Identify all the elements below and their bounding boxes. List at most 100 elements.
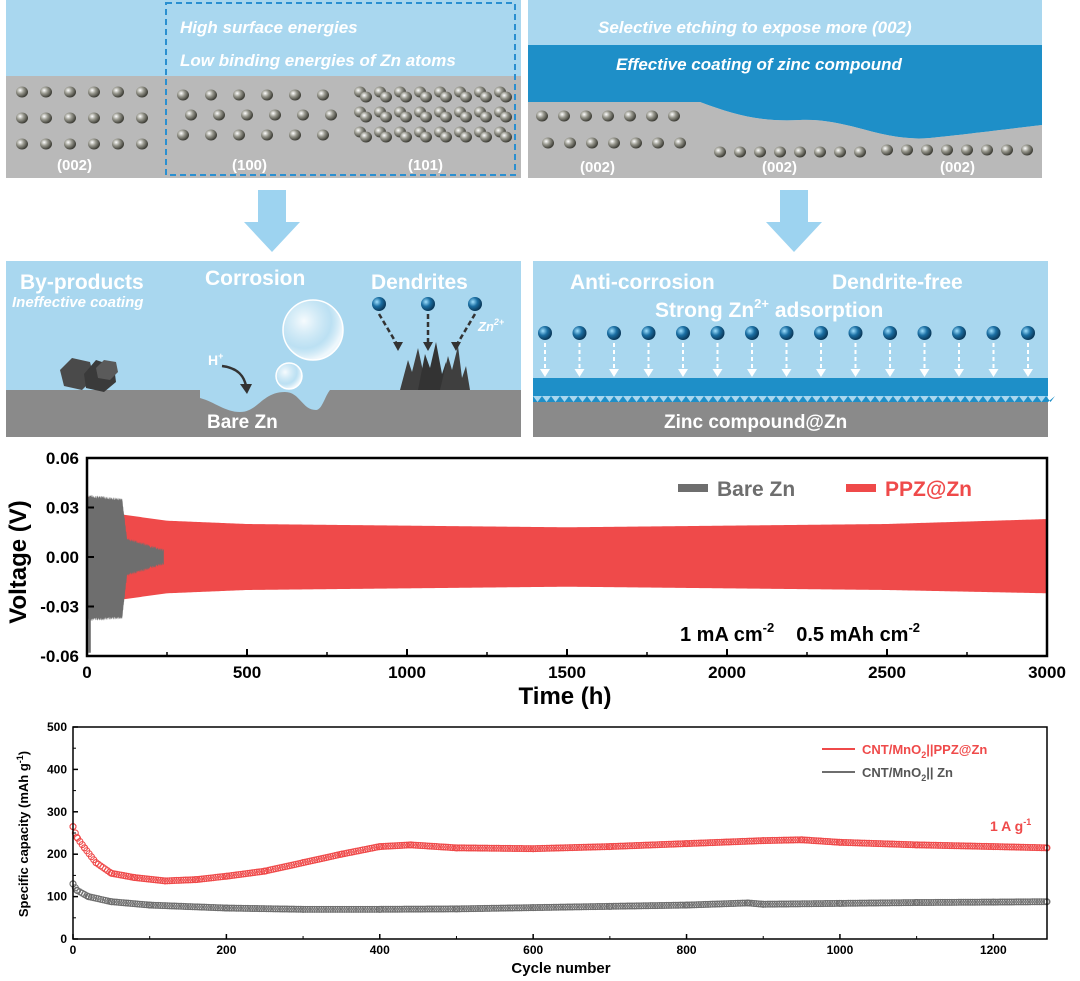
data-point-key	[376, 905, 384, 913]
data-point	[548, 903, 556, 911]
zn-atom	[185, 109, 197, 121]
data-point	[630, 842, 638, 850]
data-point	[359, 905, 367, 913]
data-point	[115, 898, 123, 906]
data-point	[881, 899, 889, 907]
data-point	[543, 844, 551, 852]
zn-atom	[241, 109, 253, 121]
data-point	[962, 842, 970, 850]
data-point	[568, 844, 576, 852]
data-point	[423, 842, 431, 850]
zn-atom	[1001, 144, 1013, 156]
zn-atom	[774, 146, 786, 158]
data-point	[458, 905, 466, 913]
data-point	[734, 899, 742, 907]
data-point	[435, 905, 443, 913]
data-point	[490, 844, 498, 852]
data-point	[189, 903, 197, 911]
data-point	[646, 841, 654, 849]
zn-atoms-lattice-left	[16, 86, 512, 150]
series-ppz-zn	[87, 495, 1047, 619]
data-point	[168, 902, 176, 910]
data-point	[697, 839, 705, 847]
data-point	[745, 837, 753, 845]
data-point	[541, 903, 549, 911]
data-point	[419, 905, 427, 913]
data-point	[941, 841, 949, 849]
data-point	[780, 836, 788, 844]
data-point	[596, 903, 604, 911]
facet-label-002-b: (002)	[762, 159, 797, 176]
data-point	[182, 876, 190, 884]
chart2-ylabel: Specific capacity (mAh g-1)	[15, 751, 31, 917]
zn-atom	[112, 86, 124, 98]
data-point	[697, 901, 705, 909]
data-point	[209, 904, 217, 912]
data-point	[541, 844, 549, 852]
legend-label-zn: CNT/MnO2|| Zn	[862, 765, 953, 783]
data-point	[504, 904, 512, 912]
data-point	[1033, 844, 1041, 852]
data-point	[129, 900, 137, 908]
data-point	[957, 898, 965, 906]
data-point	[686, 839, 694, 847]
data-point	[430, 905, 438, 913]
data-point	[895, 840, 903, 848]
data-point	[184, 876, 192, 884]
data-point-key	[836, 899, 844, 907]
data-point	[732, 899, 740, 907]
zn-atom	[136, 112, 148, 124]
chart2-annotation: 1 A g-1	[990, 817, 1031, 834]
data-point	[840, 838, 848, 846]
data-point	[764, 837, 772, 845]
data-point	[506, 904, 514, 912]
data-point	[387, 842, 395, 850]
data-point	[966, 842, 974, 850]
zn-atom	[40, 112, 52, 124]
data-point-key	[913, 841, 921, 849]
data-point	[253, 868, 261, 876]
adsorption-arrow-head	[919, 369, 930, 377]
data-point	[430, 842, 438, 850]
x-tick-label: 600	[523, 943, 543, 957]
data-point	[999, 898, 1007, 906]
data-point	[110, 898, 118, 906]
data-point	[538, 903, 546, 911]
zn-atom	[564, 137, 576, 149]
data-point	[617, 902, 625, 910]
data-point-key	[683, 901, 691, 909]
bubble-small	[275, 362, 303, 390]
data-point	[322, 905, 330, 913]
data-point	[711, 900, 719, 908]
zn-atom	[536, 110, 548, 122]
data-point	[732, 838, 740, 846]
zn-atom	[380, 131, 392, 143]
data-point	[527, 845, 535, 853]
data-point	[161, 902, 169, 910]
data-point	[575, 843, 583, 851]
data-point	[347, 905, 355, 913]
data-point	[706, 839, 714, 847]
data-point	[449, 905, 457, 913]
zn-ion	[421, 297, 435, 311]
data-point	[858, 899, 866, 907]
data-point	[410, 841, 418, 849]
data-point	[976, 898, 984, 906]
data-point	[166, 902, 174, 910]
data-point	[833, 899, 841, 907]
data-point	[957, 842, 965, 850]
data-point	[244, 869, 252, 877]
data-point	[235, 904, 243, 912]
data-point	[890, 840, 898, 848]
strong-adsorption-label: Strong Zn2+ adsorption	[655, 296, 883, 322]
data-point	[175, 876, 183, 884]
down-arrow-right	[766, 190, 822, 252]
zn-atom	[674, 137, 686, 149]
data-point	[225, 904, 233, 912]
zn-atom	[261, 129, 273, 141]
data-point	[370, 905, 378, 913]
adsorption-arrow-head	[540, 369, 550, 377]
x-tick-label: 0	[82, 663, 91, 682]
adsorption-arrow-head	[954, 369, 964, 377]
data-point	[1003, 843, 1011, 851]
